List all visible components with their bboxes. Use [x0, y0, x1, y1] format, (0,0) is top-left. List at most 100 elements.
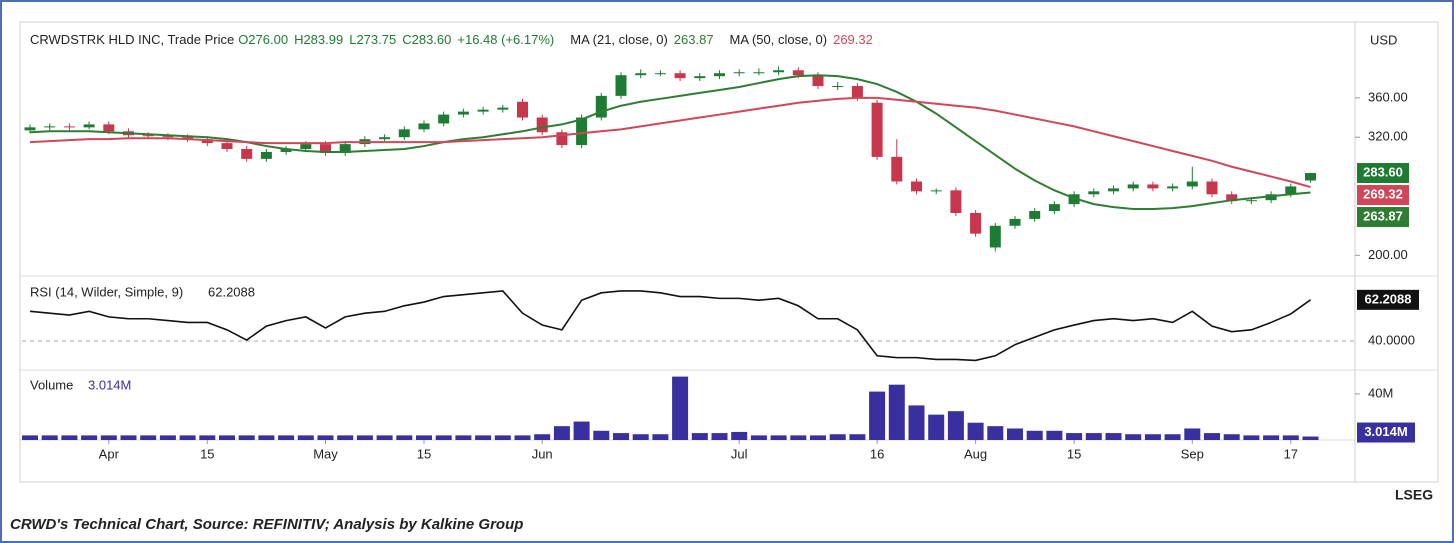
price-box [1357, 207, 1409, 228]
logo: LSEG [1395, 487, 1433, 503]
volume-bar [770, 435, 787, 440]
volume-bar [869, 391, 886, 440]
price-box [1357, 163, 1409, 184]
candle-body [635, 73, 647, 76]
volume-bar [711, 433, 728, 440]
volume-bar [455, 435, 472, 440]
candle-body [989, 225, 1001, 248]
volume-bar [613, 433, 629, 440]
candle-body [911, 181, 922, 192]
volume-bar [967, 422, 984, 440]
volume-bar [553, 426, 570, 440]
price-label: 263.87 [1363, 208, 1403, 223]
candle-body [418, 123, 430, 130]
volume-bar [475, 435, 492, 440]
candle-body [83, 124, 95, 128]
x-tick-label: May [313, 446, 338, 461]
candle-body [1088, 191, 1100, 195]
volume-title: Volume [30, 377, 73, 392]
candle-body [142, 135, 154, 137]
rsi-tick-label: 40.0000 [1368, 332, 1415, 347]
volume-bar [140, 435, 157, 440]
volume-bar [120, 435, 137, 440]
rsi-box-label: 62.2088 [1365, 291, 1412, 306]
candle-body [103, 124, 115, 132]
candle-body [615, 75, 627, 96]
volume-bar [888, 384, 905, 440]
header: CRWDSTRK HLD INC, Trade Price O276.00 H283… [30, 32, 873, 47]
ma-value: 263.87 [674, 32, 714, 47]
candle-body [280, 149, 292, 152]
volume-bar [317, 435, 334, 440]
candle-body [674, 73, 686, 79]
volume-bar [278, 435, 295, 440]
x-tick-label: 16 [870, 446, 884, 461]
candle-body [1009, 218, 1021, 226]
volume-bar [356, 435, 373, 440]
volume-bar [416, 435, 432, 440]
volume-bar [1066, 433, 1083, 440]
x-tick-label: 15 [417, 446, 431, 461]
volume-bar [22, 435, 38, 440]
candle-body [241, 149, 253, 159]
price-box [1357, 185, 1409, 206]
candle-body [477, 109, 489, 112]
ma-value: 269.32 [833, 32, 873, 47]
candle-body [832, 86, 844, 88]
candle-body [1029, 211, 1041, 219]
candle-body [556, 132, 568, 146]
x-tick-label: 17 [1284, 446, 1298, 461]
volume-bar [159, 435, 176, 440]
volume-bar [1144, 434, 1161, 440]
price-label: 269.32 [1363, 186, 1403, 201]
volume-bar [573, 421, 590, 440]
volume-bar [672, 376, 689, 440]
volume-bar [1007, 428, 1023, 440]
volume-bar [1046, 430, 1063, 440]
candle-body [260, 151, 272, 159]
y-tick-label: 360.00 [1368, 89, 1408, 104]
volume-bar [258, 435, 275, 440]
header-value: +16.48 (+6.17%) [457, 32, 554, 47]
volume-box [1357, 422, 1415, 443]
volume-bar [1164, 434, 1181, 440]
volume-bar [396, 435, 413, 440]
volume-bar [534, 434, 551, 440]
volume-bar [219, 435, 235, 440]
y-tick-label: 320.00 [1368, 129, 1408, 144]
candle-body [576, 117, 588, 146]
candle-body [930, 190, 942, 192]
candle-body [970, 212, 982, 234]
candle-body [162, 136, 174, 138]
candle-body [1147, 184, 1159, 189]
volume-bar [810, 435, 826, 440]
rsi-value: 62.2088 [208, 284, 255, 299]
ma-line [29, 96, 1311, 189]
volume-value: 3.014M [88, 377, 131, 392]
x-tick-label: Jul [731, 446, 748, 461]
rsi-title: RSI (14, Wilder, Simple, 9) [30, 284, 183, 299]
volume-bar [849, 434, 866, 440]
candle-body [1048, 204, 1060, 212]
volume-bar [987, 426, 1004, 440]
volume-bar [179, 435, 196, 440]
volume-bar [691, 433, 708, 440]
x-tick-label: Apr [99, 446, 120, 461]
candle-body [1167, 186, 1179, 189]
volume-bar [790, 435, 807, 440]
candle-body [1127, 184, 1139, 189]
volume-bar [100, 435, 117, 440]
candle-body [63, 126, 75, 128]
candle-body [24, 127, 36, 131]
candle-body [714, 73, 725, 77]
volume-bar [435, 435, 452, 440]
candle-body [497, 107, 509, 110]
volume-bar [1223, 434, 1240, 440]
candle-body [595, 95, 607, 118]
candle-body [812, 75, 824, 87]
candle-body [773, 70, 785, 73]
candle-body [300, 144, 312, 150]
candle-body [221, 143, 233, 150]
